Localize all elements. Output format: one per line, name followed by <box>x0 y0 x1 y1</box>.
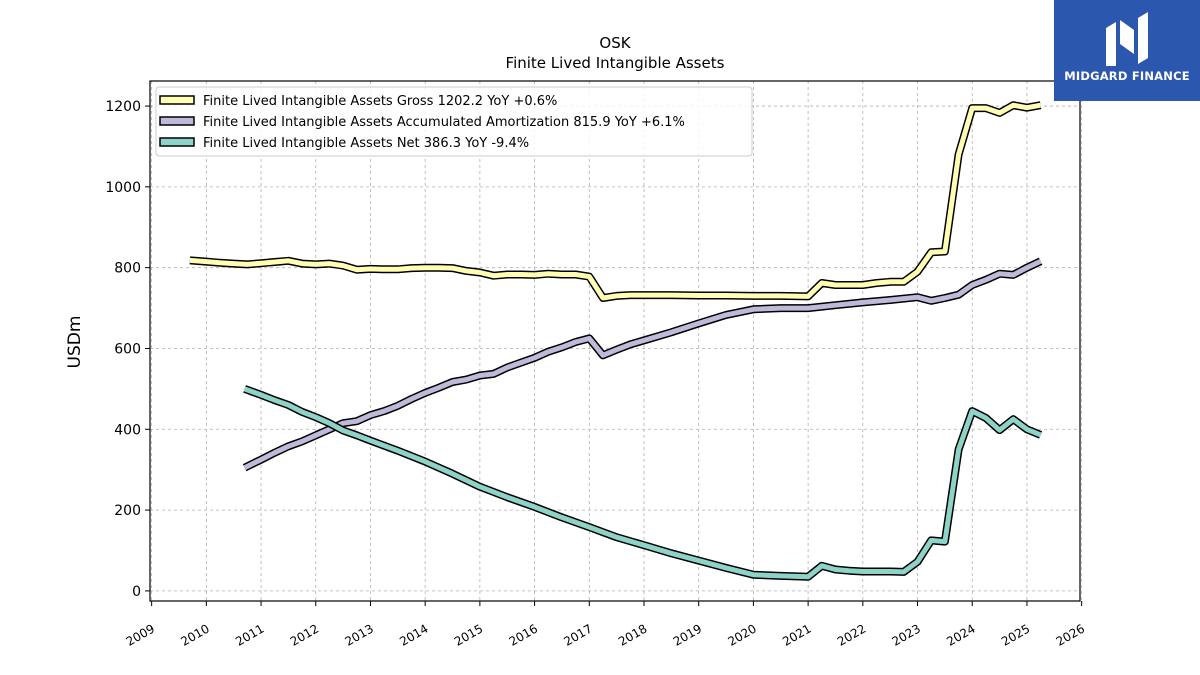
y-tick-label: 1200 <box>105 99 141 115</box>
x-tick-label: 2010 <box>178 621 211 648</box>
x-tick-label: 2026 <box>1054 621 1087 648</box>
series-lines <box>189 101 1043 581</box>
brand-mark-icon <box>1106 12 1148 66</box>
series-2-line <box>243 386 1042 580</box>
y-axis: 0 200 400 600 800 1000 1200 <box>105 99 150 600</box>
series-0-line <box>189 102 1042 301</box>
y-tick-label: 600 <box>114 341 141 357</box>
x-tick-label: 2020 <box>725 621 758 648</box>
grid-lines <box>150 81 1083 601</box>
x-tick-label: 2014 <box>397 621 430 648</box>
legend-swatch <box>159 116 195 126</box>
y-tick-label: 800 <box>114 261 141 277</box>
y-tick-label: 400 <box>114 422 141 438</box>
legend: Finite Lived Intangible Assets Gross 120… <box>155 86 753 157</box>
x-tick-label: 2016 <box>507 621 540 648</box>
x-tick-label: 2017 <box>561 621 594 648</box>
x-tick-label: 2018 <box>616 621 649 648</box>
x-tick-label: 2012 <box>288 621 321 648</box>
x-tick-label: 2009 <box>124 621 157 648</box>
x-tick-label: 2015 <box>452 621 485 648</box>
x-tick-label: 2021 <box>780 621 813 648</box>
y-tick-label: 1000 <box>105 180 141 196</box>
x-tick-label: 2011 <box>233 621 266 648</box>
series-1-line <box>243 258 1042 470</box>
x-tick-label: 2025 <box>999 621 1032 648</box>
legend-label: Finite Lived Intangible Assets Accumulat… <box>203 115 685 130</box>
x-tick-label: 2013 <box>343 621 376 648</box>
x-tick-label: 2019 <box>671 621 704 648</box>
legend-swatch <box>159 137 195 147</box>
legend-label: Finite Lived Intangible Assets Gross 120… <box>203 94 557 109</box>
brand-name: MIDGARD FINANCE <box>1064 69 1190 83</box>
chart-title: OSK <box>599 34 631 52</box>
chart-subtitle: Finite Lived Intangible Assets <box>506 54 725 72</box>
x-tick-label: 2023 <box>890 621 923 648</box>
brand-logo: MIDGARD FINANCE <box>1054 0 1200 101</box>
legend-label: Finite Lived Intangible Assets Net 386.3… <box>203 136 529 151</box>
x-axis: 2009 2010 2011 2012 2013 2014 2015 2016 2017 2018… <box>124 601 1087 649</box>
y-tick-label: 0 <box>132 584 141 600</box>
y-tick-label: 200 <box>114 503 141 519</box>
legend-swatch <box>159 95 195 105</box>
y-axis-label: USDm <box>65 316 85 369</box>
x-tick-label: 2024 <box>944 621 977 648</box>
x-tick-label: 2022 <box>835 621 868 648</box>
plot-frame <box>149 80 1081 602</box>
legend-box <box>155 86 753 157</box>
